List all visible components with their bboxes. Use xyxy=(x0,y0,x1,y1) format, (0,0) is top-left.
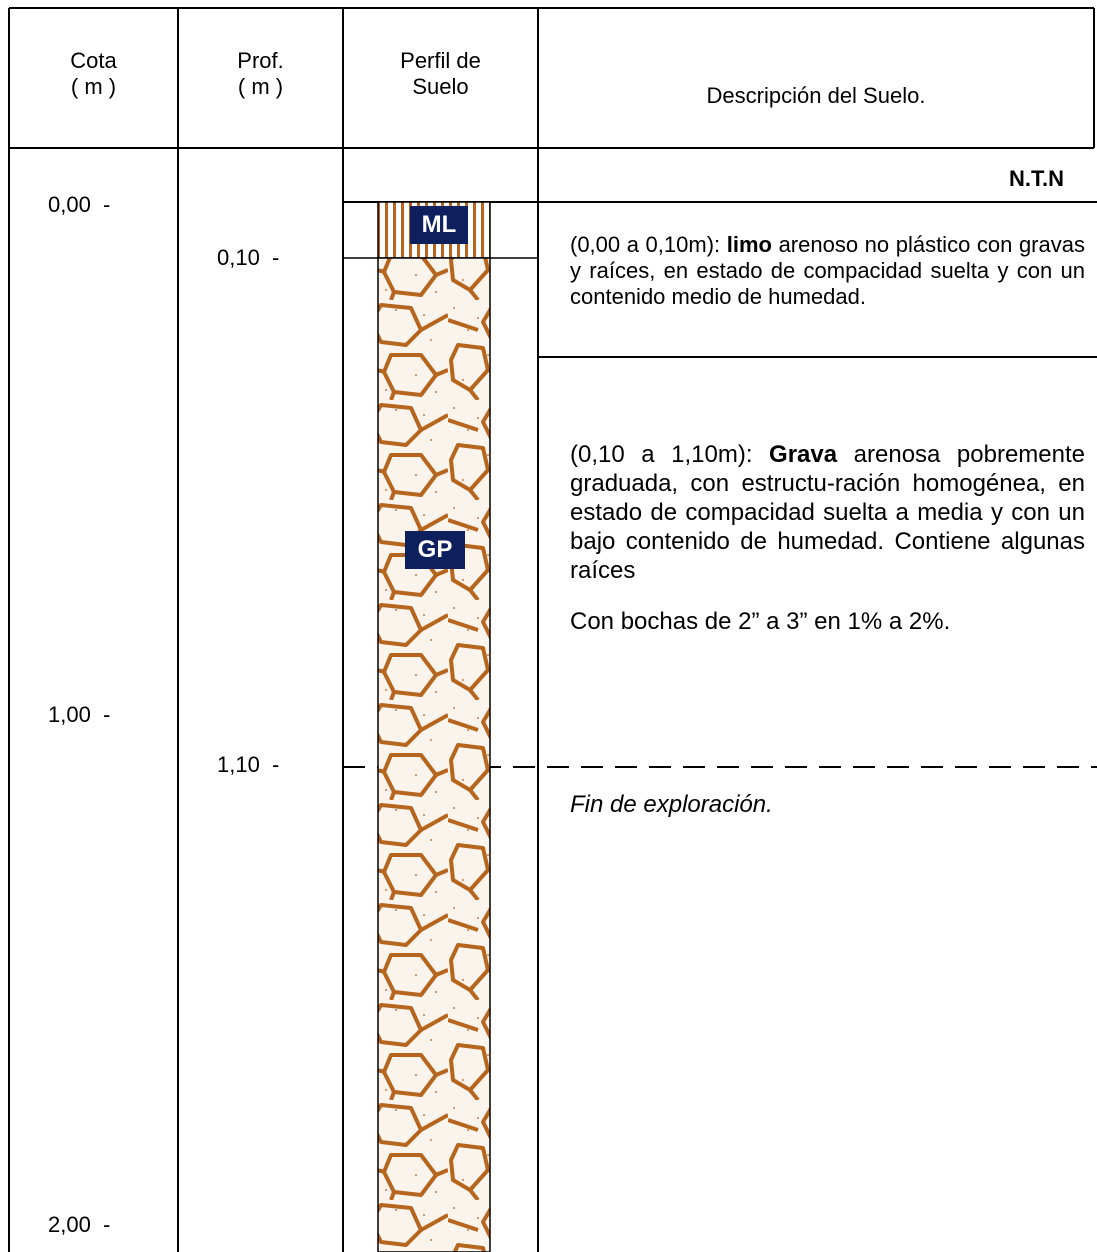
text: arenosa pobremente graduada, con estruct… xyxy=(570,441,1086,584)
header-perfil: Perfil de Suelo xyxy=(400,48,481,99)
text: arenoso no plástico con gravas y raíces,… xyxy=(570,232,1085,309)
range: (0,00 a 0,10m): xyxy=(570,232,721,257)
soil-name: Grava xyxy=(769,441,838,468)
header-descripcion: Descripción del Suelo. xyxy=(706,83,926,108)
layer-code: ML xyxy=(410,206,468,244)
note: Con bochas de 2” a 3” en 1% a 2%. xyxy=(570,608,951,635)
gp-layer xyxy=(377,257,491,1252)
range: (0,10 a 1,10m): xyxy=(570,441,753,468)
grid xyxy=(8,7,1097,1252)
cota-label: 0,00 - xyxy=(48,192,111,217)
header-prof: Prof.( m ) xyxy=(237,48,284,99)
soil-name: limo xyxy=(726,232,772,257)
surface-label: N.T.N xyxy=(1009,166,1064,191)
layer-description: (0,00 a 0,10m): limo arenoso no plástico… xyxy=(570,232,1085,332)
depth-label: 1,10 - xyxy=(217,752,280,777)
layer-code: GP xyxy=(405,531,465,569)
end-note: Fin de exploración. xyxy=(570,791,773,818)
cota-label: 1,00 - xyxy=(48,702,111,727)
cota-label: 2,00 - xyxy=(48,1212,111,1237)
header-cota: Cota( m ) xyxy=(70,48,117,99)
depth-label: 0,10 - xyxy=(217,245,280,270)
layer-description: (0,10 a 1,10m): Grava arenosa pobremente… xyxy=(570,440,1085,658)
